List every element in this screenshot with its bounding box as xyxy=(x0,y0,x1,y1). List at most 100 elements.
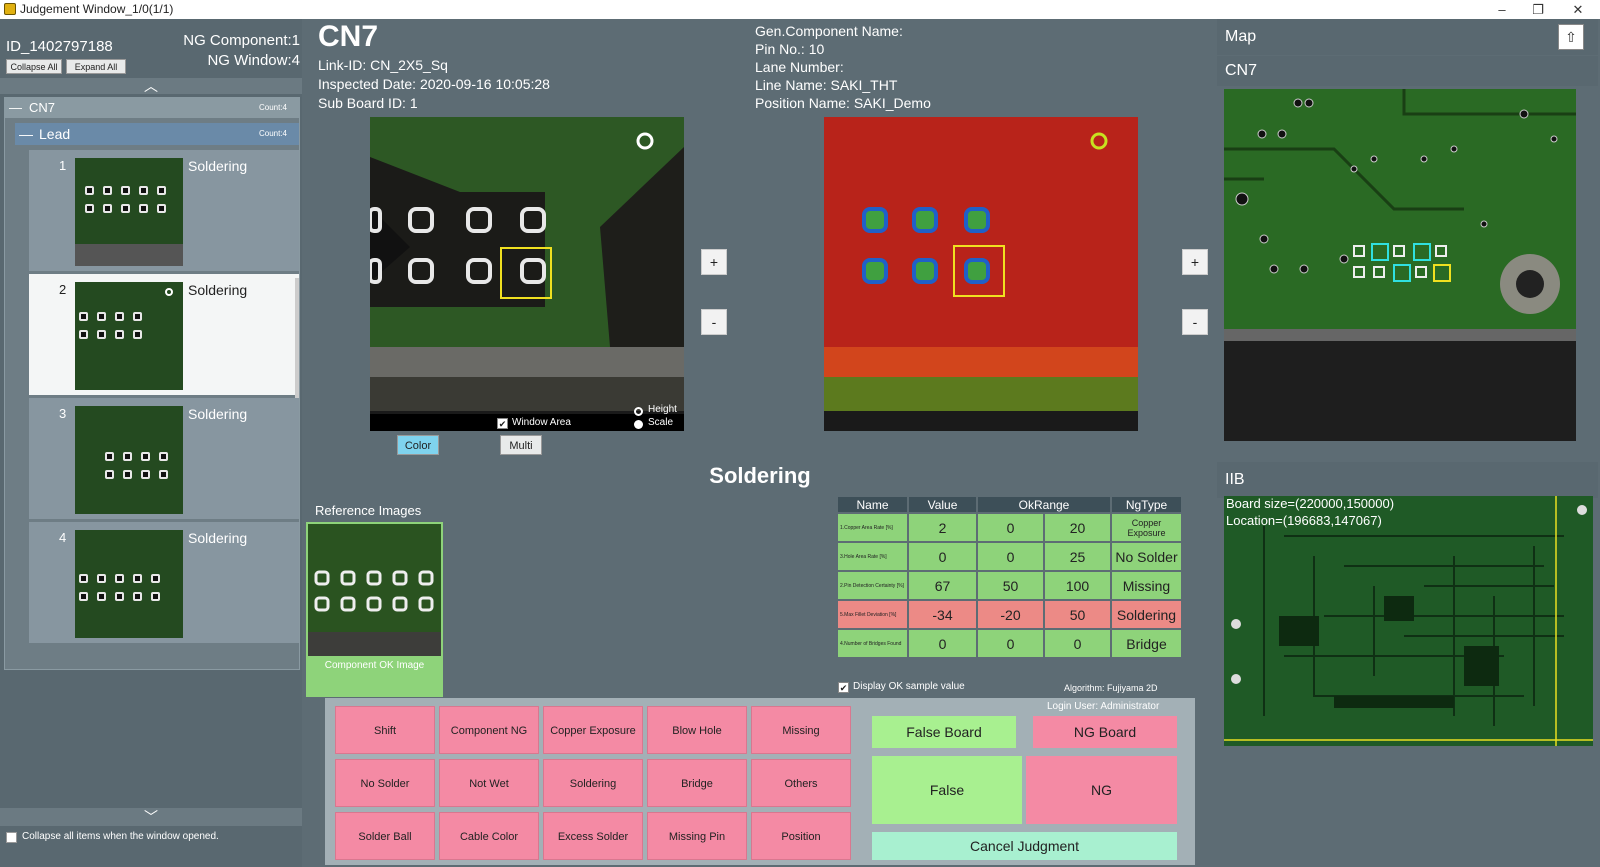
cell-ngtype: Copper Exposure xyxy=(1112,514,1181,541)
cell-range-max: 50 xyxy=(1045,601,1110,628)
color-button[interactable]: Color xyxy=(397,435,439,455)
inspection-image-color[interactable] xyxy=(370,117,684,431)
cell-ngtype: Bridge xyxy=(1112,630,1181,657)
ng-type-button-solder-ball[interactable]: Solder Ball xyxy=(335,812,435,860)
item-number: 1 xyxy=(59,158,67,173)
table-row[interactable]: 2.Pin Detection Certainty [%] 67 50 100 Miss… xyxy=(838,572,1181,599)
scrollbar[interactable] xyxy=(295,278,299,398)
board-id: ID_1402797188 xyxy=(6,38,113,55)
ng-type-button-missing[interactable]: Missing xyxy=(751,706,851,754)
cell-value: 67 xyxy=(909,572,976,599)
column-header-value: Value xyxy=(909,497,976,512)
login-user: Login User: Administrator xyxy=(1047,701,1160,712)
ng-type-button-shift[interactable]: Shift xyxy=(335,706,435,754)
algorithm-label: Algorithm: Fujiyama 2D xyxy=(1064,683,1158,693)
reference-images-title: Reference Images xyxy=(315,503,422,518)
ng-type-button-others[interactable]: Others xyxy=(751,759,851,807)
cell-name: 2.Pin Detection Certainty [%] xyxy=(838,572,907,599)
cell-range-min: 0 xyxy=(978,514,1043,541)
compass-icon[interactable]: ⇧ xyxy=(1558,24,1584,50)
cell-range-max: 25 xyxy=(1045,543,1110,570)
cell-range-max: 100 xyxy=(1045,572,1110,599)
defect-thumbnail xyxy=(75,406,183,514)
app-icon xyxy=(4,3,16,15)
defect-thumbnail xyxy=(75,530,183,638)
group-count: Count:4 xyxy=(258,129,287,138)
collapse-all-button[interactable]: Collapse All xyxy=(6,59,62,74)
ng-type-button-soldering[interactable]: Soldering xyxy=(543,759,643,807)
component-map-image[interactable] xyxy=(1224,89,1576,441)
table-row[interactable]: 1.Copper Area Rate [%] 2 0 20 Copper Exposur… xyxy=(838,514,1181,541)
height-label: Height xyxy=(648,404,677,415)
collapse-icon[interactable]: — xyxy=(9,100,22,115)
list-item[interactable]: 1 Soldering xyxy=(29,150,299,271)
inspection-image-height[interactable] xyxy=(824,117,1138,431)
cell-name: 3.Hole Area Rate [%] xyxy=(838,543,907,570)
ng-type-button-excess-solder[interactable]: Excess Solder xyxy=(543,812,643,860)
cell-value: 0 xyxy=(909,630,976,657)
gen-component-name: Gen.Component Name: xyxy=(755,23,903,39)
reference-image-panel[interactable]: Component OK Image xyxy=(306,522,443,697)
ng-type-button-copper-exposure[interactable]: Copper Exposure xyxy=(543,706,643,754)
list-item[interactable]: 2 Soldering xyxy=(29,274,299,395)
ng-type-button-cable-color[interactable]: Cable Color xyxy=(439,812,539,860)
ng-type-button-position[interactable]: Position xyxy=(751,812,851,860)
ng-button[interactable]: NG xyxy=(1026,756,1177,824)
component-map-svg xyxy=(1224,89,1576,341)
ng-type-button-no-solder[interactable]: No Solder xyxy=(335,759,435,807)
board-overview-image[interactable]: Board size=(220000,150000) Location=(196… xyxy=(1224,496,1593,746)
ng-window-count: NG Window:4 xyxy=(207,52,300,69)
collapse-icon[interactable]: — xyxy=(19,126,33,142)
defect-thumbnail xyxy=(75,282,183,390)
false-button[interactable]: False xyxy=(872,756,1022,824)
scroll-up-button[interactable]: ︿ xyxy=(0,78,302,94)
restore-button[interactable]: ❐ xyxy=(1532,2,1544,17)
zoom-out-button[interactable]: - xyxy=(701,309,727,335)
ng-type-button-blow-hole[interactable]: Blow Hole xyxy=(647,706,747,754)
cell-ngtype: Soldering xyxy=(1112,601,1181,628)
item-number: 3 xyxy=(59,406,67,421)
inspection-image-svg xyxy=(370,132,684,431)
ng-board-button[interactable]: NG Board xyxy=(1033,716,1177,748)
display-ok-label: Display OK sample value xyxy=(853,681,965,692)
cell-range-min: -20 xyxy=(978,601,1043,628)
ng-type-button-component-ng[interactable]: Component NG xyxy=(439,706,539,754)
close-button[interactable]: ✕ xyxy=(1572,2,1584,17)
display-ok-checkbox[interactable]: ✔ xyxy=(838,682,849,693)
false-board-button[interactable]: False Board xyxy=(872,716,1016,748)
zoom-in-button[interactable]: + xyxy=(701,249,727,275)
expand-all-button[interactable]: Expand All xyxy=(66,59,126,74)
window-area-checkbox[interactable]: ✔ xyxy=(497,418,508,429)
multi-button[interactable]: Multi xyxy=(500,435,542,455)
scroll-down-button[interactable]: ﹀ xyxy=(0,808,302,826)
column-header-okrange: OkRange xyxy=(978,497,1110,512)
scale-label: Scale xyxy=(648,417,674,428)
ng-component-count: NG Component:1 xyxy=(183,32,300,49)
item-label: Soldering xyxy=(188,530,248,546)
table-row[interactable]: 3.Hole Area Rate [%] 0 0 25 No Solder xyxy=(838,543,1181,570)
item-label: Soldering xyxy=(188,282,248,298)
link-id: Link-ID: CN_2X5_Sq xyxy=(318,57,448,73)
tree-node-group[interactable]: — Lead Count:4 xyxy=(15,123,299,145)
cancel-judgment-button[interactable]: Cancel Judgment xyxy=(872,832,1177,860)
image-footer xyxy=(370,414,684,431)
ng-type-button-not-wet[interactable]: Not Wet xyxy=(439,759,539,807)
collapse-on-open-checkbox[interactable] xyxy=(6,832,17,843)
cell-ngtype: Missing xyxy=(1112,572,1181,599)
minimize-button[interactable]: – xyxy=(1498,2,1506,17)
ng-type-button-missing-pin[interactable]: Missing Pin xyxy=(647,812,747,860)
sub-board-id: Sub Board ID: 1 xyxy=(318,95,418,111)
tree-node-group-label: Lead xyxy=(39,126,71,142)
height-radio[interactable] xyxy=(634,407,643,416)
ng-type-button-bridge[interactable]: Bridge xyxy=(647,759,747,807)
cell-range-max: 20 xyxy=(1045,514,1110,541)
tree-node-component[interactable]: — CN7 Count:4 xyxy=(5,98,299,118)
list-item[interactable]: 3 Soldering xyxy=(29,398,299,519)
list-item[interactable]: 4 Soldering xyxy=(29,522,299,643)
zoom-out-button-right[interactable]: - xyxy=(1182,309,1208,335)
table-row[interactable]: 5.Max Fillet Deviation [%] -34 -20 50 Solder… xyxy=(838,601,1181,628)
table-row[interactable]: 4.Number of Bridges Found 0 0 0 Bridge xyxy=(838,630,1181,657)
scale-radio[interactable] xyxy=(634,420,643,429)
cell-value: 2 xyxy=(909,514,976,541)
zoom-in-button-right[interactable]: + xyxy=(1182,249,1208,275)
